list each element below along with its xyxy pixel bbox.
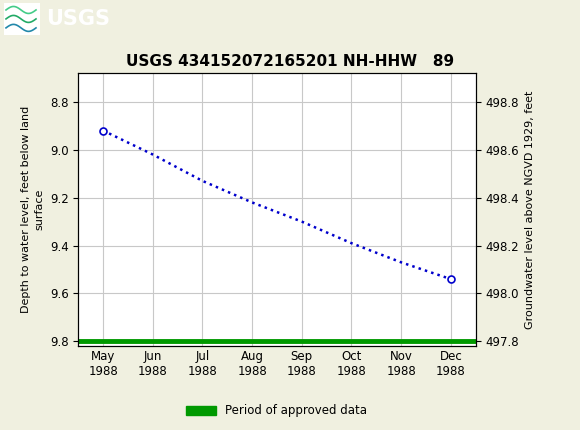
Text: USGS 434152072165201 NH-HHW   89: USGS 434152072165201 NH-HHW 89	[126, 54, 454, 69]
Legend: Period of approved data: Period of approved data	[182, 400, 372, 422]
Text: USGS: USGS	[46, 9, 110, 29]
Y-axis label: Groundwater level above NGVD 1929, feet: Groundwater level above NGVD 1929, feet	[524, 90, 535, 329]
Y-axis label: Depth to water level, feet below land
surface: Depth to water level, feet below land su…	[21, 106, 44, 313]
Bar	[4, 3, 40, 35]
